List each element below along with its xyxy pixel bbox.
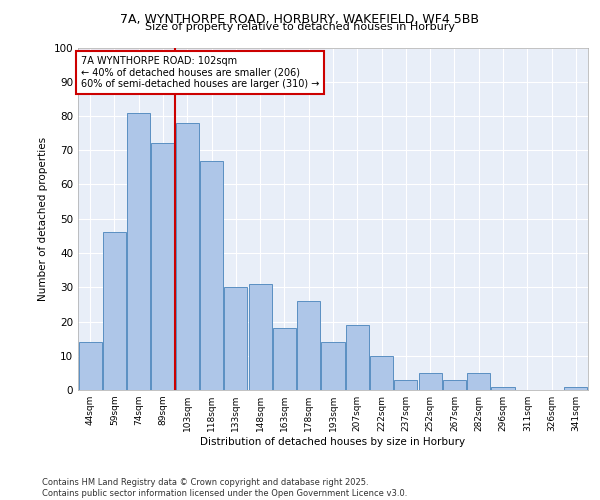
Y-axis label: Number of detached properties: Number of detached properties bbox=[38, 136, 48, 301]
Bar bbox=[151, 144, 175, 390]
Bar bbox=[224, 287, 247, 390]
Text: Contains HM Land Registry data © Crown copyright and database right 2025.
Contai: Contains HM Land Registry data © Crown c… bbox=[42, 478, 407, 498]
Bar bbox=[467, 373, 490, 390]
Bar bbox=[248, 284, 272, 390]
Bar bbox=[370, 356, 393, 390]
Bar bbox=[127, 112, 150, 390]
Text: 7A WYNTHORPE ROAD: 102sqm
← 40% of detached houses are smaller (206)
60% of semi: 7A WYNTHORPE ROAD: 102sqm ← 40% of detac… bbox=[80, 56, 319, 90]
Bar bbox=[273, 328, 296, 390]
Bar bbox=[322, 342, 344, 390]
X-axis label: Distribution of detached houses by size in Horbury: Distribution of detached houses by size … bbox=[200, 437, 466, 447]
Bar bbox=[491, 386, 515, 390]
Bar bbox=[565, 386, 587, 390]
Text: 7A, WYNTHORPE ROAD, HORBURY, WAKEFIELD, WF4 5BB: 7A, WYNTHORPE ROAD, HORBURY, WAKEFIELD, … bbox=[121, 12, 479, 26]
Bar bbox=[346, 325, 369, 390]
Bar bbox=[394, 380, 418, 390]
Bar bbox=[103, 232, 126, 390]
Bar bbox=[200, 160, 223, 390]
Bar bbox=[79, 342, 101, 390]
Bar bbox=[443, 380, 466, 390]
Bar bbox=[297, 301, 320, 390]
Text: Size of property relative to detached houses in Horbury: Size of property relative to detached ho… bbox=[145, 22, 455, 32]
Bar bbox=[176, 123, 199, 390]
Bar bbox=[419, 373, 442, 390]
